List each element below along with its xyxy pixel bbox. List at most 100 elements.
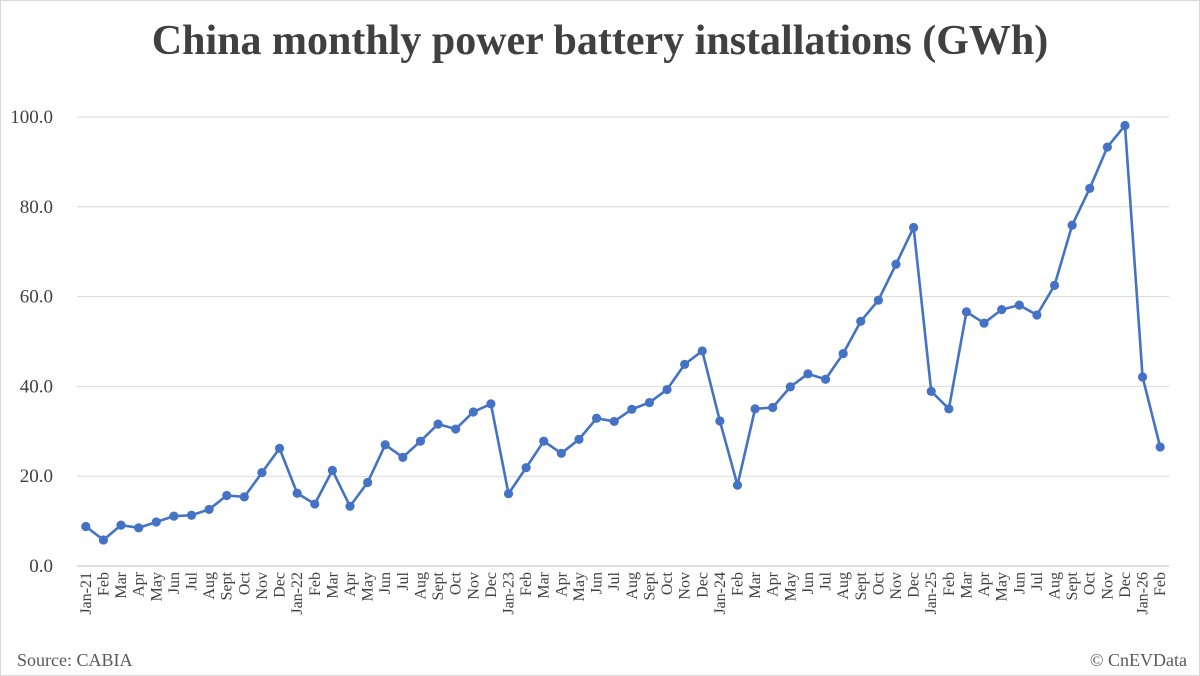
x-tick-label: Oct [870, 571, 887, 595]
credit-note: © CnEVData [1090, 650, 1187, 670]
data-point [1085, 183, 1095, 193]
x-tick-label: Oct [659, 571, 676, 595]
x-tick-label: Sept [219, 571, 236, 600]
data-point [873, 295, 883, 305]
data-point [944, 404, 954, 414]
x-axis-ticks: Jan-21 Feb Mar Apr May Jun Jul Aug Sept Oct Nov Dec… [78, 571, 1169, 614]
series-line [84, 124, 1162, 542]
x-tick-label: Aug [412, 572, 429, 600]
x-tick-label: Aug [1047, 572, 1064, 600]
data-point [820, 374, 831, 384]
x-tick-label: Apr [553, 571, 570, 597]
x-tick-label: Oct [448, 571, 465, 595]
data-point [310, 499, 320, 509]
data-point [380, 440, 390, 450]
x-tick-label: Jun [1011, 572, 1028, 594]
data-point [363, 477, 373, 488]
data-point [151, 517, 161, 527]
x-tick-label: Dec [694, 572, 711, 598]
x-tick-label: Aug [835, 572, 852, 600]
x-tick-label: Aug [201, 572, 218, 600]
y-tick-label: 0.0 [29, 556, 53, 577]
x-tick-label: Jul [395, 571, 412, 590]
chart-title: China monthly power battery installation… [152, 18, 1048, 64]
data-point [556, 448, 566, 458]
data-point [486, 399, 496, 409]
x-tick-label: Feb [1152, 572, 1169, 596]
data-point [680, 359, 690, 369]
data-point [1120, 120, 1130, 131]
x-tick-label: Mar [958, 571, 975, 598]
data-point [257, 468, 267, 478]
x-tick-label: May [994, 572, 1011, 601]
data-point [1155, 442, 1165, 452]
data-point [997, 305, 1007, 315]
data-point [116, 520, 126, 530]
x-tick-label: Apr [342, 571, 359, 597]
x-tick-label: Jul [606, 571, 623, 590]
x-tick-label: Nov [1099, 572, 1116, 600]
x-tick-label: Apr [131, 571, 148, 597]
data-point [451, 424, 461, 434]
x-tick-label: May [360, 572, 377, 601]
x-tick-label: Sept [853, 571, 870, 600]
data-point [838, 349, 848, 359]
data-point [697, 346, 707, 356]
data-point [539, 436, 549, 446]
data-point [1032, 310, 1042, 320]
x-tick-label: Feb [518, 572, 535, 596]
data-point [204, 504, 214, 515]
x-tick-label: Apr [765, 571, 782, 597]
data-point [715, 416, 725, 426]
x-tick-label: Mar [324, 571, 341, 598]
x-tick-label: Nov [888, 572, 905, 600]
x-tick-label: Mar [536, 571, 553, 598]
data-point [1014, 300, 1024, 310]
data-point [591, 413, 602, 423]
y-tick-label: 60.0 [20, 287, 53, 308]
data-point [768, 402, 778, 413]
y-tick-label: 20.0 [20, 466, 53, 487]
data-point [1067, 220, 1077, 230]
x-tick-label: Sept [430, 571, 447, 600]
data-point [1049, 280, 1060, 290]
x-tick-label: Nov [254, 572, 271, 600]
x-tick-label: Nov [465, 572, 482, 600]
data-point [1137, 372, 1148, 382]
data-point [503, 489, 514, 499]
x-tick-label: Dec [483, 572, 500, 598]
y-tick-label: 100.0 [10, 107, 53, 128]
x-tick-label: Jan-22 [289, 572, 306, 615]
data-point [785, 382, 795, 392]
data-point [574, 434, 584, 444]
data-point [961, 307, 972, 317]
x-tick-label: Apr [976, 571, 993, 597]
data-point [803, 369, 813, 379]
data-point [856, 316, 866, 326]
x-tick-label: Jul [818, 571, 835, 590]
x-tick-label: Jun [377, 572, 394, 594]
x-tick-label: Sept [1064, 571, 1081, 600]
x-tick-label: Dec [272, 572, 289, 598]
x-tick-label: Jul [183, 571, 200, 590]
x-tick-label: Jan-24 [712, 572, 729, 615]
x-tick-label: May [148, 572, 165, 601]
x-tick-label: Oct [236, 571, 253, 595]
source-note: Source: CABIA [17, 650, 133, 670]
x-tick-label: Mar [747, 571, 764, 598]
y-tick-label: 40.0 [20, 376, 53, 397]
y-tick-label: 80.0 [20, 197, 53, 218]
x-tick-label: Oct [1082, 571, 1099, 595]
x-tick-label: Feb [307, 572, 324, 596]
data-point [274, 443, 285, 453]
x-tick-label: Jul [1029, 571, 1046, 590]
x-tick-label: Jan-26 [1135, 572, 1152, 615]
x-tick-label: Mar [113, 571, 130, 598]
data-point [222, 490, 232, 501]
series-layer [81, 120, 1165, 545]
data-point [909, 222, 919, 233]
data-point [891, 259, 901, 269]
data-point [732, 480, 743, 490]
